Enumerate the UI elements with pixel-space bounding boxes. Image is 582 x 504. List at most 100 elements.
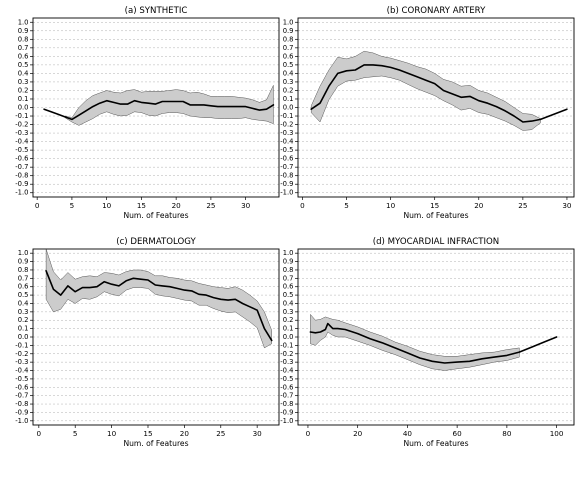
y-tick-label: -0.8 bbox=[280, 172, 293, 180]
y-tick-label: -0.7 bbox=[280, 392, 293, 400]
panel-myocardial-infraction: (d) MYOCARDIAL INFRACTION Num. of Featur… bbox=[280, 237, 575, 448]
std-band bbox=[45, 248, 272, 349]
y-tick-label: -0.9 bbox=[280, 180, 293, 188]
x-tick-label: 10 bbox=[386, 201, 396, 210]
y-tick-label: -0.1 bbox=[280, 341, 293, 349]
y-tick-label: -0.6 bbox=[280, 155, 293, 163]
y-tick-label: -0.9 bbox=[280, 408, 293, 416]
y-tick-label: 0.9 bbox=[283, 27, 294, 35]
x-tick-label: 20 bbox=[353, 429, 363, 438]
y-tick-label: 0.8 bbox=[283, 266, 294, 274]
y-tick-label: 1.0 bbox=[18, 249, 29, 257]
y-tick-label: 0.6 bbox=[18, 52, 29, 60]
x-tick-label: 20 bbox=[172, 201, 182, 210]
y-tick-label: 0.7 bbox=[283, 274, 294, 282]
grid bbox=[298, 22, 574, 193]
y-tick-label: 0.6 bbox=[18, 283, 29, 291]
y-tick-label: 0.3 bbox=[283, 78, 294, 86]
y-tick-label: 0.4 bbox=[283, 69, 294, 77]
panel-title: (d) MYOCARDIAL INFRACTION bbox=[373, 237, 499, 247]
y-tick-label: -0.7 bbox=[280, 163, 293, 171]
x-tick-label: 30 bbox=[562, 201, 572, 210]
y-tick-label: 0.3 bbox=[18, 78, 29, 86]
x-axis-label: Num. of Features bbox=[123, 211, 188, 220]
panel-dermatology: (c) DERMATOLOGY Num. of Features 1.00.90… bbox=[15, 237, 280, 448]
y-tick-label: -0.2 bbox=[15, 121, 28, 129]
grid bbox=[298, 252, 574, 422]
y-tick-label: -1.0 bbox=[15, 189, 28, 197]
std-band bbox=[310, 313, 520, 371]
y-tick-label: -0.7 bbox=[15, 392, 28, 400]
y-tick-label: -0.2 bbox=[15, 350, 28, 358]
y-tick-label: 0.3 bbox=[283, 308, 294, 316]
y-tick-label: 0.5 bbox=[18, 291, 29, 299]
y-tick-label: -0.5 bbox=[280, 146, 293, 154]
y-tick-label: -0.6 bbox=[280, 383, 293, 391]
y-tick-label: -0.1 bbox=[15, 341, 28, 349]
y-tick-label: 0.8 bbox=[18, 266, 29, 274]
x-tick-label: 30 bbox=[241, 201, 251, 210]
y-tick-label: 0.8 bbox=[283, 35, 294, 43]
y-tick-label: -0.7 bbox=[15, 163, 28, 171]
y-tick-label: 0.6 bbox=[283, 52, 294, 60]
y-tick-label: -0.5 bbox=[280, 375, 293, 383]
panel-coronary-artery: (b) CORONARY ARTERY Num. of Features 1.0… bbox=[280, 6, 575, 220]
x-tick-label: 5 bbox=[344, 201, 349, 210]
y-tick-label: 0.2 bbox=[18, 86, 29, 94]
x-tick-label: 15 bbox=[430, 201, 439, 210]
y-tick-label: 0.7 bbox=[18, 274, 29, 282]
y-tick-label: 0.9 bbox=[18, 258, 29, 266]
y-tick-label: 0.7 bbox=[18, 44, 29, 52]
y-tick-label: 0.5 bbox=[18, 61, 29, 69]
y-tick-label: 1.0 bbox=[18, 18, 29, 26]
x-tick-label: 20 bbox=[180, 429, 190, 438]
y-tick-label: -0.4 bbox=[280, 367, 293, 375]
y-tick-label: -0.1 bbox=[15, 112, 28, 120]
y-tick-label: 0.6 bbox=[283, 283, 294, 291]
y-tick-label: -0.3 bbox=[15, 358, 28, 366]
y-tick-label: -0.8 bbox=[15, 400, 28, 408]
y-tick-label: 0.8 bbox=[18, 35, 29, 43]
x-axis-label: Num. of Features bbox=[403, 439, 468, 448]
y-tick-label: -0.4 bbox=[15, 367, 28, 375]
x-tick-label: 5 bbox=[73, 429, 78, 438]
y-tick-label: 0.5 bbox=[283, 291, 294, 299]
x-tick-label: 25 bbox=[216, 429, 225, 438]
y-tick-label: 0.4 bbox=[18, 299, 29, 307]
grid bbox=[33, 22, 279, 193]
y-tick-label: -0.1 bbox=[280, 112, 293, 120]
y-tick-label: 1.0 bbox=[283, 249, 294, 257]
y-tick-label: 0.0 bbox=[283, 104, 294, 112]
x-axis-label: Num. of Features bbox=[123, 439, 188, 448]
y-tick-label: -0.3 bbox=[280, 129, 293, 137]
y-tick-label: -0.3 bbox=[15, 129, 28, 137]
y-tick-label: -0.2 bbox=[280, 121, 293, 129]
y-tick-label: 0.2 bbox=[283, 86, 294, 94]
x-tick-label: 10 bbox=[107, 429, 117, 438]
y-tick-label: 0.3 bbox=[18, 308, 29, 316]
y-tick-label: 0.5 bbox=[283, 61, 294, 69]
x-tick-label: 25 bbox=[206, 201, 215, 210]
y-tick-label: -0.5 bbox=[15, 375, 28, 383]
y-tick-label: -1.0 bbox=[280, 417, 293, 425]
y-tick-label: 0.1 bbox=[18, 325, 29, 333]
y-tick-label: 0.2 bbox=[18, 316, 29, 324]
x-tick-label: 60 bbox=[453, 429, 463, 438]
y-tick-label: -1.0 bbox=[15, 417, 28, 425]
y-tick-label: -0.4 bbox=[15, 138, 28, 146]
panel-title: (a) SYNTHETIC bbox=[125, 6, 188, 16]
y-tick-label: -0.6 bbox=[15, 383, 28, 391]
panel-title: (b) CORONARY ARTERY bbox=[387, 6, 486, 16]
x-tick-label: 0 bbox=[35, 201, 40, 210]
x-tick-label: 20 bbox=[474, 201, 484, 210]
x-tick-label: 0 bbox=[300, 201, 305, 210]
y-tick-label: -0.4 bbox=[280, 138, 293, 146]
y-tick-label: -0.2 bbox=[280, 350, 293, 358]
y-tick-label: 0.7 bbox=[283, 44, 294, 52]
std-band bbox=[310, 50, 541, 131]
y-tick-label: 0.0 bbox=[283, 333, 294, 341]
x-tick-label: 10 bbox=[102, 201, 112, 210]
x-tick-label: 5 bbox=[70, 201, 75, 210]
y-tick-label: -0.3 bbox=[280, 358, 293, 366]
